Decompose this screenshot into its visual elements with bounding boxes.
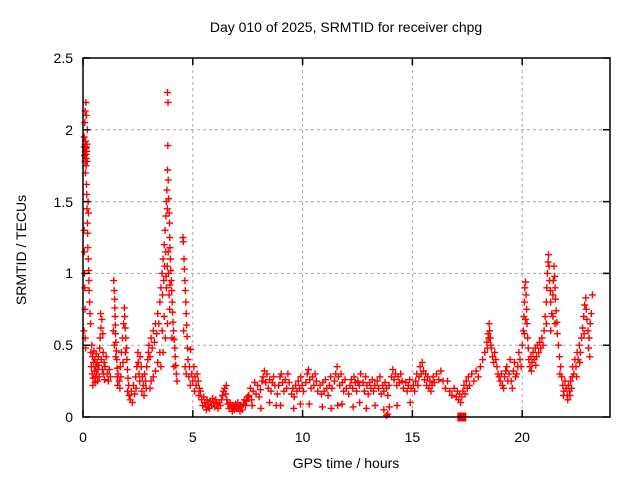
y-tick-label: 1 <box>65 265 73 282</box>
y-tick-label: 1.5 <box>53 193 73 210</box>
x-tick-label: 15 <box>404 429 421 445</box>
y-tick-label: 2 <box>65 121 73 138</box>
y-tick-label: 0.5 <box>53 337 73 354</box>
plot-border <box>82 57 611 418</box>
y-tick-label: 2.5 <box>53 50 73 66</box>
x-tick-label: 0 <box>79 429 87 445</box>
x-axis-label: GPS time / hours <box>292 455 400 471</box>
grid-lines <box>83 58 610 417</box>
x-tick-label: 10 <box>294 429 311 445</box>
axis-ticks <box>82 57 610 418</box>
x-tick-label: 20 <box>514 429 530 445</box>
scatter-points <box>80 89 596 420</box>
plot-title: Day 010 of 2025, SRMTID for receiver chp… <box>209 19 483 35</box>
x-tick-label: 5 <box>188 429 197 445</box>
y-tick-label: 0 <box>65 409 73 425</box>
